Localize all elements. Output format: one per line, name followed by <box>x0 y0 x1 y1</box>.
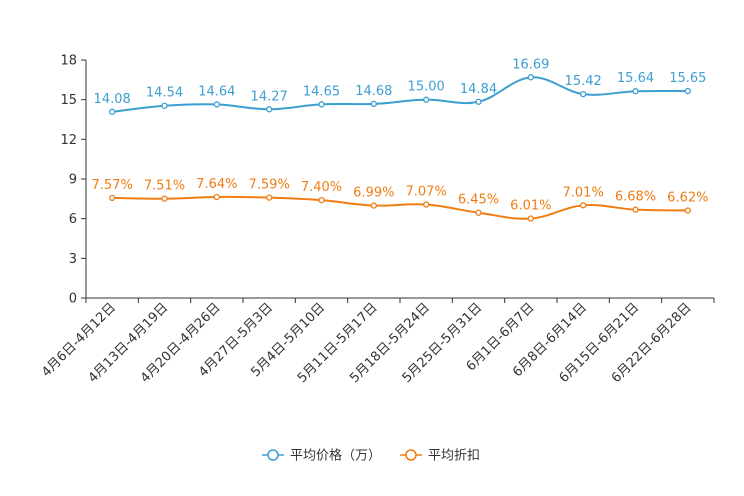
legend-marker <box>267 449 279 461</box>
data-label: 16.69 <box>512 57 549 72</box>
legend-item-0: 平均价格（万） <box>262 448 381 464</box>
data-label: 14.27 <box>251 89 288 104</box>
y-tick-label: 0 <box>69 292 77 307</box>
data-label: 15.65 <box>669 71 706 86</box>
data-point <box>318 197 325 204</box>
data-point <box>266 194 273 201</box>
data-label: 6.99% <box>353 186 394 201</box>
data-point <box>580 90 587 98</box>
data-point <box>266 106 273 113</box>
data-label: 6.01% <box>510 199 551 214</box>
data-point <box>580 202 587 209</box>
data-label: 14.65 <box>303 84 340 99</box>
data-label: 7.51% <box>144 179 185 194</box>
data-point <box>423 96 430 103</box>
data-label: 7.07% <box>406 185 447 200</box>
legend-label: 平均价格（万） <box>290 448 381 464</box>
y-tick-label: 18 <box>60 54 77 69</box>
data-point <box>213 193 220 201</box>
y-tick-label: 9 <box>69 173 77 188</box>
data-label: 14.68 <box>355 84 392 99</box>
data-point <box>161 102 168 109</box>
data-point <box>684 207 691 214</box>
data-label: 6.45% <box>458 193 499 208</box>
series-line <box>112 76 688 113</box>
data-label: 14.54 <box>146 86 183 101</box>
data-point <box>684 87 691 95</box>
legend-item-1: 平均折扣 <box>400 449 480 464</box>
data-point <box>213 101 220 108</box>
data-label: 15.00 <box>408 80 445 95</box>
data-point <box>527 215 534 222</box>
series-layer: 14.08 14.54 14.64 14.27 14.65 14.68 15.00 14.84… <box>92 57 708 222</box>
data-point <box>318 101 325 108</box>
data-point <box>109 108 116 115</box>
data-label: 15.42 <box>565 74 602 89</box>
legend-marker <box>405 449 417 461</box>
data-point <box>527 74 534 81</box>
legend: 平均价格（万） 平均折扣 <box>262 448 480 464</box>
data-point <box>423 201 430 208</box>
data-point <box>475 98 482 105</box>
data-label: 7.40% <box>301 180 342 195</box>
data-point <box>370 202 377 209</box>
y-tick-label: 3 <box>69 252 77 267</box>
data-label: 14.84 <box>460 82 497 97</box>
y-tick-label: 12 <box>60 133 77 148</box>
data-point <box>632 88 639 95</box>
series-line <box>112 195 688 220</box>
data-label: 15.64 <box>617 71 654 86</box>
data-label: 14.64 <box>198 84 235 99</box>
data-label: 7.59% <box>249 178 290 193</box>
data-label: 7.01% <box>563 185 604 200</box>
data-point <box>370 100 377 108</box>
data-label: 7.64% <box>196 177 237 192</box>
data-point <box>109 194 116 202</box>
series-0: 14.08 14.54 14.64 14.27 14.65 14.68 15.00 14.84… <box>94 57 706 115</box>
data-label: 7.57% <box>92 178 133 193</box>
legend-label: 平均折扣 <box>428 449 480 464</box>
data-label: 6.68% <box>615 190 656 205</box>
data-label: 14.08 <box>94 92 131 107</box>
y-tick-label: 15 <box>60 93 77 108</box>
data-point <box>475 209 482 216</box>
y-tick-label: 6 <box>69 212 77 227</box>
data-point <box>161 195 168 202</box>
data-label: 6.62% <box>667 190 708 205</box>
series-1: 7.57% 7.51% 7.64% 7.59% 7.40% 6.99% 7.07% 6.45%… <box>92 177 708 222</box>
data-point <box>632 206 639 213</box>
